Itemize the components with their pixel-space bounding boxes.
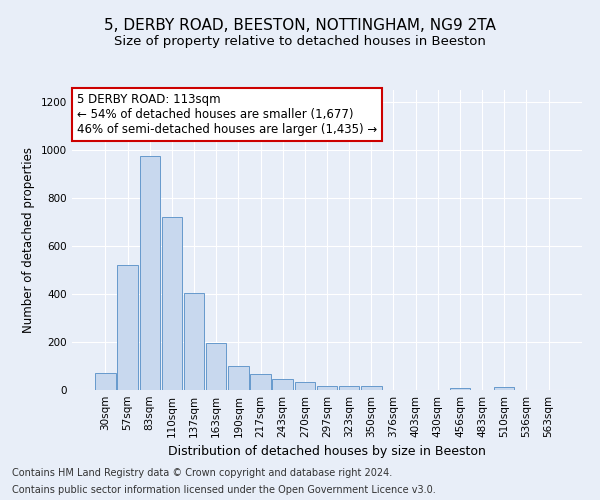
- Bar: [494, 388, 514, 390]
- Bar: [161, 217, 182, 390]
- Text: Contains public sector information licensed under the Open Government Licence v3: Contains public sector information licen…: [12, 485, 436, 495]
- Bar: [228, 366, 248, 390]
- Bar: [206, 343, 226, 390]
- Bar: [450, 388, 470, 390]
- Y-axis label: Number of detached properties: Number of detached properties: [22, 147, 35, 333]
- Bar: [272, 378, 293, 390]
- Bar: [250, 374, 271, 390]
- Bar: [95, 373, 116, 390]
- Bar: [140, 156, 160, 390]
- Bar: [118, 265, 138, 390]
- Bar: [361, 386, 382, 390]
- Text: Size of property relative to detached houses in Beeston: Size of property relative to detached ho…: [114, 35, 486, 48]
- Bar: [184, 293, 204, 390]
- Bar: [339, 386, 359, 390]
- X-axis label: Distribution of detached houses by size in Beeston: Distribution of detached houses by size …: [168, 446, 486, 458]
- Text: 5 DERBY ROAD: 113sqm
← 54% of detached houses are smaller (1,677)
46% of semi-de: 5 DERBY ROAD: 113sqm ← 54% of detached h…: [77, 93, 377, 136]
- Text: 5, DERBY ROAD, BEESTON, NOTTINGHAM, NG9 2TA: 5, DERBY ROAD, BEESTON, NOTTINGHAM, NG9 …: [104, 18, 496, 32]
- Bar: [317, 386, 337, 390]
- Text: Contains HM Land Registry data © Crown copyright and database right 2024.: Contains HM Land Registry data © Crown c…: [12, 468, 392, 477]
- Bar: [295, 382, 315, 390]
